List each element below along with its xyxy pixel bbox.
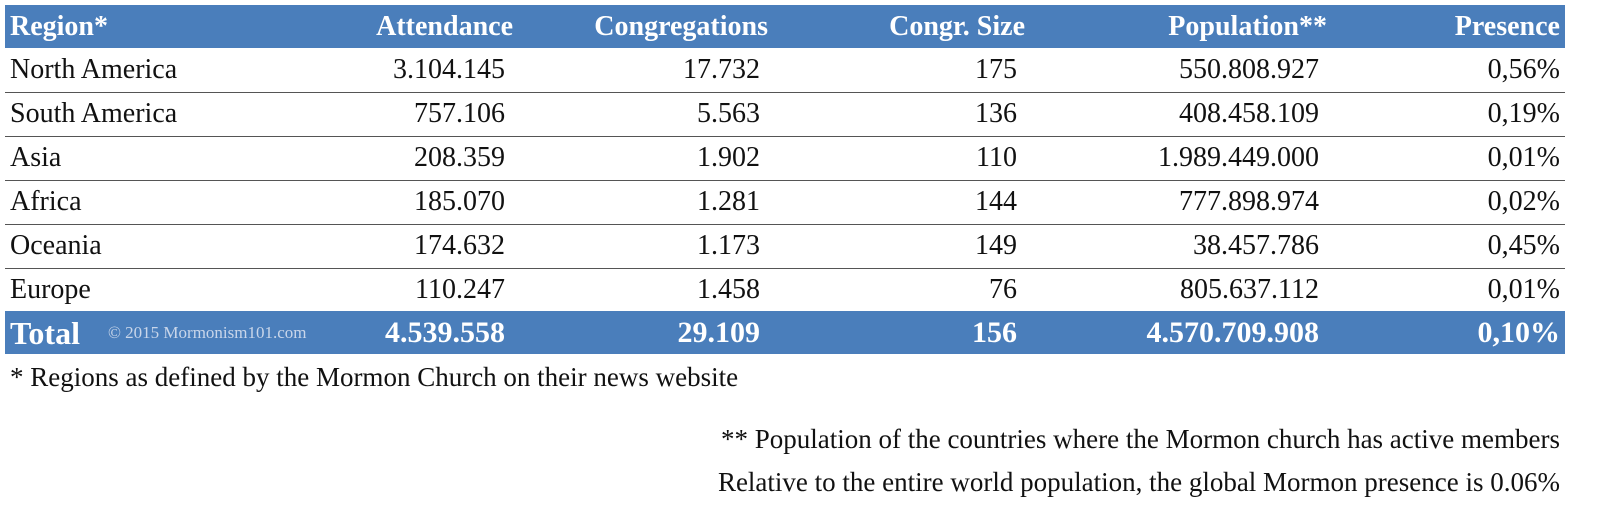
row-rule bbox=[5, 268, 1565, 269]
region-cell: Oceania bbox=[10, 230, 102, 261]
value-cell: 1.281 bbox=[697, 186, 760, 217]
value-cell: 174.632 bbox=[414, 230, 505, 261]
region-cell: Asia bbox=[10, 142, 62, 173]
value-cell: 110.247 bbox=[415, 274, 505, 305]
watermark: © 2015 Mormonism101.com bbox=[108, 323, 307, 342]
value-cell: 757.106 bbox=[414, 98, 505, 129]
value-cell: 17.732 bbox=[683, 54, 760, 85]
value-cell: 144 bbox=[975, 186, 1017, 217]
value-cell: 175 bbox=[975, 54, 1017, 85]
row-rule bbox=[5, 92, 1565, 93]
value-cell: 76 bbox=[989, 274, 1017, 305]
row-rule bbox=[5, 224, 1565, 225]
value-cell: 0,45% bbox=[1487, 230, 1560, 261]
header-band bbox=[5, 5, 1565, 48]
header-cell: Presence bbox=[1454, 11, 1560, 42]
header-cell: Attendance bbox=[376, 11, 513, 42]
footnote: * Regions as defined by the Mormon Churc… bbox=[10, 362, 739, 392]
row-rule bbox=[5, 136, 1565, 137]
total-cell: 29.109 bbox=[677, 316, 761, 349]
total-cell: 4.539.558 bbox=[385, 316, 505, 349]
value-cell: 0,56% bbox=[1487, 54, 1560, 85]
value-cell: 0,01% bbox=[1487, 142, 1560, 173]
header-cell: Congr. Size bbox=[889, 11, 1025, 42]
region-cell: Europe bbox=[10, 274, 91, 305]
value-cell: 550.808.927 bbox=[1179, 54, 1319, 85]
value-cell: 0,01% bbox=[1487, 274, 1560, 305]
value-cell: 3.104.145 bbox=[393, 54, 505, 85]
total-cell: 4.570.709.908 bbox=[1146, 316, 1320, 349]
value-cell: 777.898.974 bbox=[1179, 186, 1319, 217]
region-cell: South America bbox=[10, 98, 178, 129]
value-cell: 208.359 bbox=[414, 142, 505, 173]
value-cell: 1.989.449.000 bbox=[1158, 142, 1319, 173]
header-cell: Population** bbox=[1168, 11, 1327, 42]
value-cell: 408.458.109 bbox=[1179, 98, 1319, 129]
total-cell: 0,10% bbox=[1477, 316, 1561, 349]
value-cell: 185.070 bbox=[414, 186, 505, 217]
value-cell: 1.902 bbox=[697, 142, 760, 173]
footnote: Relative to the entire world population,… bbox=[717, 467, 1560, 497]
region-cell: Africa bbox=[10, 186, 82, 217]
value-cell: 110 bbox=[976, 142, 1017, 173]
value-cell: 805.637.112 bbox=[1180, 274, 1319, 305]
total-label: Total bbox=[10, 315, 80, 351]
value-cell: 1.458 bbox=[697, 274, 760, 305]
footnote: ** Population of the countries where the… bbox=[720, 424, 1560, 454]
header-cell: Region* bbox=[10, 11, 108, 42]
total-cell: 156 bbox=[972, 316, 1017, 349]
row-rule bbox=[5, 180, 1565, 181]
value-cell: 149 bbox=[975, 230, 1017, 261]
value-cell: 5.563 bbox=[697, 98, 760, 129]
value-cell: 0,02% bbox=[1487, 186, 1560, 217]
total-band bbox=[5, 311, 1565, 354]
value-cell: 136 bbox=[975, 98, 1017, 129]
header-cell: Congregations bbox=[594, 11, 768, 42]
value-cell: 0,19% bbox=[1487, 98, 1560, 129]
region-cell: North America bbox=[10, 54, 178, 85]
value-cell: 1.173 bbox=[697, 230, 760, 261]
value-cell: 38.457.786 bbox=[1193, 230, 1319, 261]
